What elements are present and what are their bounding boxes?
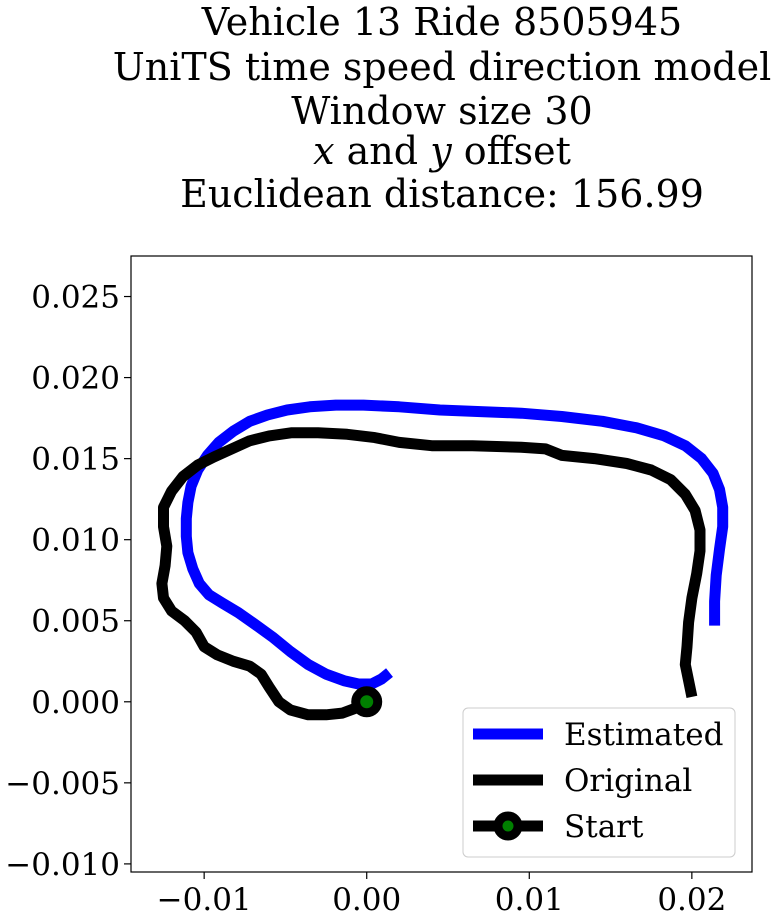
legend-label-estimated: Estimated xyxy=(564,717,723,753)
x-tick-label: 0.00 xyxy=(332,882,401,918)
y-tick-label: 0.005 xyxy=(31,604,120,640)
legend: Estimated Original Start xyxy=(462,707,736,858)
legend-label-start: Start xyxy=(564,809,644,845)
y-tick-label: −0.005 xyxy=(5,766,120,802)
y-axis: −0.010 −0.005 0.000 0.005 0.010 0.015 0.020 0.0… xyxy=(5,280,131,883)
title-line: Window size 30 xyxy=(291,89,592,133)
x-axis: −0.01 0.00 0.01 0.02 xyxy=(157,872,726,918)
y-tick-label: 0.015 xyxy=(31,442,120,478)
series-line-estimated xyxy=(180,399,729,690)
plot-lines xyxy=(156,399,729,721)
legend-box xyxy=(462,707,736,858)
legend-label-original: Original xyxy=(564,763,692,799)
series-line-original xyxy=(156,427,706,721)
start-marker xyxy=(351,686,383,718)
y-tick-label: 0.025 xyxy=(31,280,120,316)
title-line: Vehicle 13 Ride 8505945 xyxy=(201,0,682,44)
x-tick-label: 0.01 xyxy=(495,882,564,918)
title-line: UniTS time speed direction model xyxy=(113,45,772,89)
y-tick-label: 0.010 xyxy=(31,523,120,559)
legend-marker-start xyxy=(493,811,523,841)
x-tick-label: −0.01 xyxy=(157,882,252,918)
x-tick-label: 0.02 xyxy=(657,882,726,918)
y-tick-label: −0.010 xyxy=(5,847,120,883)
title-line: Euclidean distance: 156.99 xyxy=(180,172,704,216)
plot-frame xyxy=(130,255,753,873)
y-tick-label: 0.000 xyxy=(31,685,120,721)
y-tick-label: 0.020 xyxy=(31,361,120,397)
title-line: x and y offset xyxy=(313,129,571,173)
